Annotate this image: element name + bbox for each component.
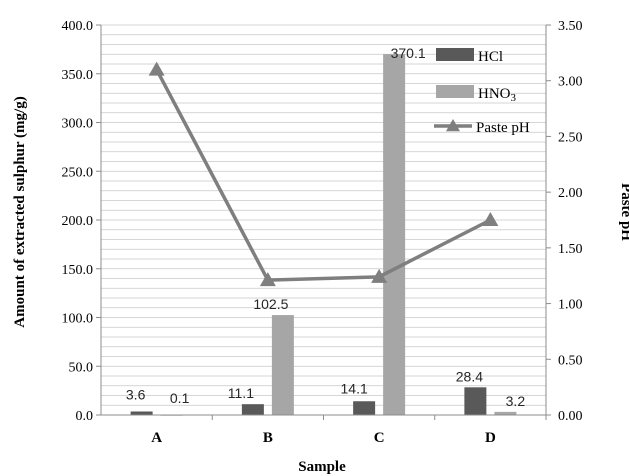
y-tick-label: 0.0: [76, 409, 94, 424]
y2-tick-label: 2.00: [558, 186, 583, 201]
x-tick-label: D: [485, 430, 496, 446]
data-label: 11.1: [228, 385, 254, 401]
data-label: 102.5: [253, 296, 288, 312]
bar-hcl: [353, 401, 376, 415]
x-tick-label: A: [151, 430, 162, 446]
data-label: 3.2: [506, 393, 526, 409]
y2-tick-label: 1.00: [558, 298, 583, 313]
x-tick-label: B: [263, 430, 273, 446]
ph-point-marker: [259, 272, 276, 287]
legend-label: HCl: [478, 49, 503, 65]
x-axis-title: Sample: [298, 459, 346, 475]
y-axis-title: Amount of extracted sulphur (mg/g): [12, 96, 28, 327]
legend-marker: [446, 119, 460, 132]
y2-tick-label: 3.00: [558, 75, 583, 90]
y2-tick-label: 1.50: [558, 242, 583, 257]
gridlines: [101, 24, 546, 416]
y-tick-label: 250.0: [62, 165, 94, 180]
x-tick-label: C: [374, 430, 385, 446]
ph-point-marker: [482, 212, 499, 226]
data-labels: 3.6 11.1 14.1 28.4 0.1 102.5 370.1 3.2: [126, 45, 525, 409]
data-label: 0.1: [170, 390, 190, 406]
bar-hno3: [271, 315, 294, 415]
bars: [130, 54, 517, 416]
legend: HCl HNO3 Paste pH: [434, 48, 530, 136]
axes: 0.0 50.0 100.0 150.0 200.0 250.0 300.0 350.0 400…: [62, 19, 583, 446]
ph-point-marker: [371, 268, 388, 283]
legend-swatch: [436, 48, 474, 61]
bar-hno3: [494, 411, 517, 415]
legend-label: Paste pH: [476, 120, 530, 136]
bar-hcl: [241, 404, 264, 415]
y-tick-label: 100.0: [62, 312, 94, 327]
ph-point-marker: [148, 61, 165, 76]
y2-tick-label: 0.00: [558, 409, 583, 424]
ph-line: [155, 68, 492, 282]
y-tick-label: 350.0: [62, 68, 94, 83]
data-label: 14.1: [341, 380, 368, 396]
data-label: 370.1: [391, 45, 426, 61]
ph-line-series: [148, 61, 499, 287]
y2-tick-label: 3.50: [558, 19, 583, 34]
y-tick-label: 50.0: [69, 360, 94, 375]
data-label: 3.6: [126, 386, 146, 402]
y-tick-label: 200.0: [62, 214, 94, 229]
y-tick-label: 150.0: [62, 263, 94, 278]
y-tick-label: 400.0: [62, 19, 94, 34]
legend-swatch: [436, 85, 474, 98]
y-tick-label: 300.0: [62, 117, 94, 132]
bar-hcl: [464, 387, 487, 415]
legend-label: HNO3: [478, 86, 517, 104]
bar-hcl: [130, 411, 153, 415]
data-label: 28.4: [456, 368, 483, 384]
y2-axis-title: Paste pH: [618, 183, 629, 241]
y2-tick-label: 0.50: [558, 353, 583, 368]
bar-hno3: [383, 54, 406, 416]
y2-tick-label: 2.50: [558, 130, 583, 145]
